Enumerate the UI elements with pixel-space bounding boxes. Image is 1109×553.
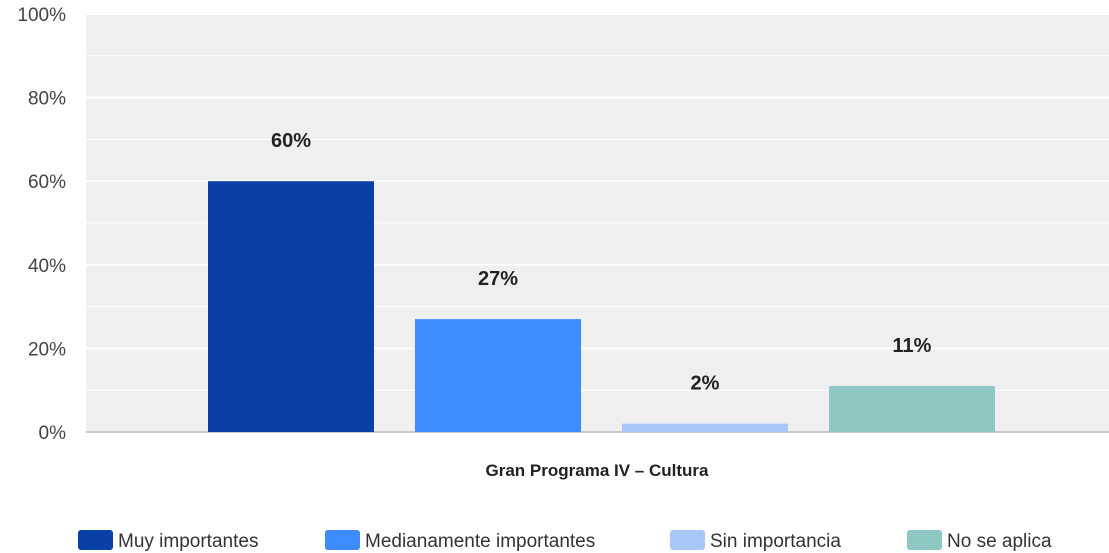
x-axis-label: Gran Programa IV – Cultura <box>486 461 709 480</box>
bars <box>208 181 995 432</box>
y-axis-ticks: 0% 20% 40% 60% 80% 100% <box>17 5 66 444</box>
bar-muy-importantes <box>208 181 374 432</box>
data-label: 60% <box>271 130 311 152</box>
data-label: 27% <box>478 268 518 290</box>
legend-swatch <box>78 530 113 550</box>
data-label: 11% <box>893 335 932 357</box>
y-tick-label: 60% <box>28 172 66 193</box>
legend-label: No se aplica <box>947 531 1052 552</box>
legend-swatch <box>670 530 705 550</box>
legend-label: Muy importantes <box>118 531 258 552</box>
legend-label: Medianamente importantes <box>365 531 595 552</box>
y-tick-label: 20% <box>28 339 66 360</box>
bar-medianamente-importantes <box>415 319 581 432</box>
y-tick-label: 100% <box>17 5 66 26</box>
bar-sin-importancia <box>622 423 788 432</box>
legend-label: Sin importancia <box>710 531 841 552</box>
data-labels: 60% 27% 2% 11% <box>271 130 932 394</box>
y-tick-label: 40% <box>28 256 66 277</box>
data-label: 2% <box>691 373 720 395</box>
bar-no-se-aplica <box>829 386 995 432</box>
y-tick-label: 0% <box>39 423 67 444</box>
legend: Muy importantes Medianamente importantes S… <box>78 530 1052 552</box>
legend-swatch <box>907 530 942 550</box>
legend-swatch <box>325 530 360 550</box>
y-tick-label: 80% <box>28 89 66 110</box>
